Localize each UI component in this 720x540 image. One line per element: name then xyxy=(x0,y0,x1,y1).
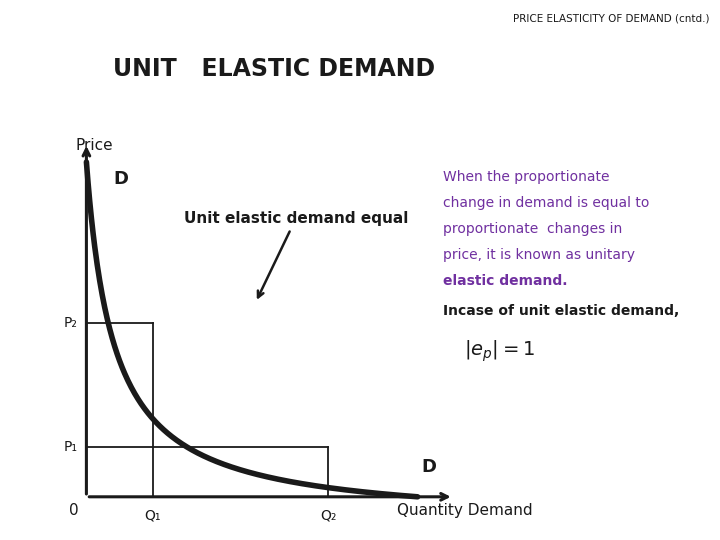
Text: Q₁: Q₁ xyxy=(145,509,161,523)
Text: Unit elastic demand equal: Unit elastic demand equal xyxy=(184,211,408,298)
Text: D: D xyxy=(421,458,436,476)
Text: proportionate  changes in: proportionate changes in xyxy=(443,222,622,236)
Text: $|e_p| = 1$: $|e_p| = 1$ xyxy=(464,339,535,364)
Text: change in demand is equal to: change in demand is equal to xyxy=(443,196,649,210)
Text: Incase of unit elastic demand,: Incase of unit elastic demand, xyxy=(443,303,679,318)
Text: UNIT   ELASTIC DEMAND: UNIT ELASTIC DEMAND xyxy=(112,57,435,80)
Text: D: D xyxy=(114,170,129,188)
Text: Price: Price xyxy=(76,138,113,153)
Text: price, it is known as unitary: price, it is known as unitary xyxy=(443,248,635,262)
Text: 0: 0 xyxy=(68,503,78,518)
Text: P₂: P₂ xyxy=(64,316,78,330)
Text: elastic demand.: elastic demand. xyxy=(443,274,567,288)
Text: When the proportionate: When the proportionate xyxy=(443,170,609,184)
Text: PRICE ELASTICITY OF DEMAND (cntd.): PRICE ELASTICITY OF DEMAND (cntd.) xyxy=(513,14,709,24)
Text: P₁: P₁ xyxy=(64,440,78,454)
Text: Quantity Demand: Quantity Demand xyxy=(397,503,532,518)
Text: Q₂: Q₂ xyxy=(320,509,336,523)
